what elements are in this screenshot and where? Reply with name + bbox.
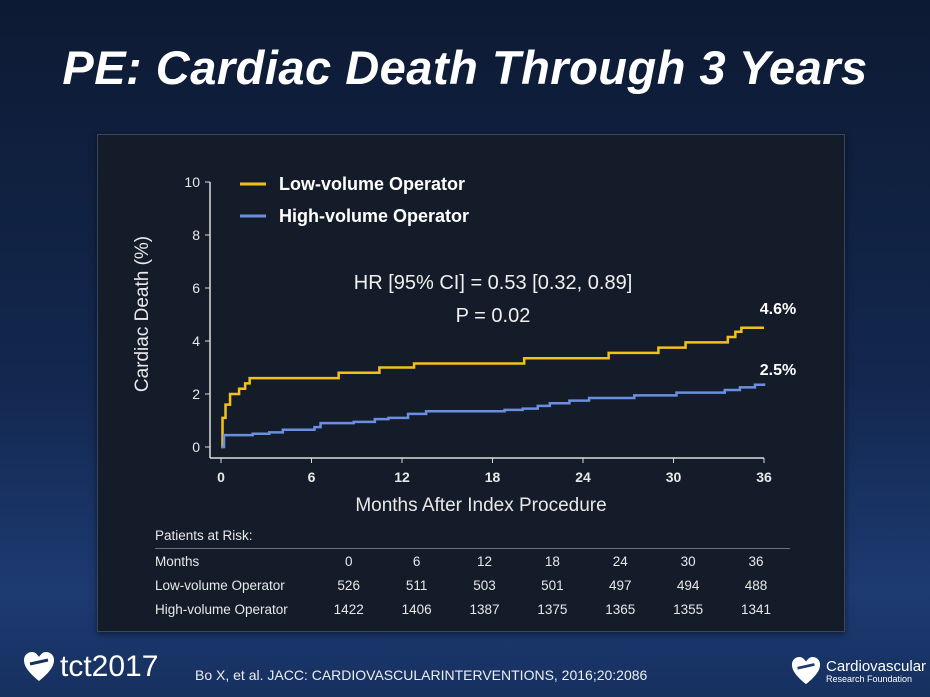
x-tick-label: 36 [756, 469, 772, 485]
series-line-high-volume [221, 383, 766, 449]
risk-cell: 488 [744, 577, 768, 593]
risk-cell: High-volume Operator [155, 601, 288, 617]
y-tick-label: 10 [184, 174, 200, 190]
x-axis-label: Months After Index Procedure [355, 495, 606, 516]
crf-logo-line2: Research Foundation [826, 673, 913, 684]
risk-cell: 18 [544, 553, 560, 569]
risk-table-divider [155, 548, 790, 549]
risk-cell: 30 [680, 553, 696, 569]
risk-cell: Months [155, 553, 200, 569]
end-label-high: 2.5% [760, 362, 796, 379]
risk-cell: 0 [344, 553, 353, 569]
risk-cell: 1422 [333, 601, 364, 617]
slide-title: PE: Cardiac Death Through 3 Years [62, 41, 868, 94]
risk-cell: 1387 [469, 601, 500, 617]
heart-logo-icon [24, 652, 54, 681]
end-label-low: 4.6% [760, 301, 796, 318]
crf-logo: Cardiovascular Research Foundation [790, 656, 926, 686]
risk-cell: 501 [541, 577, 564, 593]
risk-cell: 36 [748, 553, 764, 569]
risk-cell: 503 [473, 577, 496, 593]
risk-header-row: Months 0 6 12 18 24 30 36 [155, 549, 790, 573]
risk-cell: 497 [608, 577, 632, 593]
legend-label-low: Low-volume Operator [279, 174, 465, 194]
risk-table-title: Patients at Risk: [155, 528, 253, 543]
risk-cell: 1355 [673, 601, 704, 617]
risk-cell: 6 [412, 553, 421, 569]
p-value-annotation: P = 0.02 [456, 305, 531, 327]
x-tick-label: 24 [575, 469, 591, 485]
x-tick-label: 0 [217, 469, 225, 485]
series-line-low-volume [221, 326, 764, 449]
risk-cell: 24 [612, 553, 628, 569]
risk-cell: 526 [337, 577, 360, 593]
risk-cell: 1341 [741, 601, 772, 617]
risk-row-high: High-volume Operator 1422 1406 1387 1375… [155, 597, 790, 621]
x-tick-label: 18 [485, 469, 501, 485]
y-tick-label: 2 [192, 386, 200, 402]
tct-logo: tct2017 [22, 650, 158, 684]
y-tick-label: 0 [192, 439, 200, 455]
tct-logo-text: tct2017 [60, 650, 159, 683]
hr-annotation: HR [95% CI] = 0.53 [0.32, 0.89] [354, 272, 633, 294]
risk-cell: 494 [676, 577, 700, 593]
citation: Bo X, et al. JACC: CARDIOVASCULARINTERVE… [195, 667, 648, 683]
risk-table: Patients at Risk: Months 0 6 12 18 24 30… [155, 528, 790, 621]
y-tick-label: 8 [192, 227, 200, 243]
y-axis-label: Cardiac Death (%) [132, 236, 153, 392]
risk-cell: Low-volume Operator [155, 577, 285, 593]
risk-cell: 12 [476, 553, 492, 569]
x-tick-label: 30 [666, 469, 682, 485]
y-tick-label: 4 [192, 333, 200, 349]
risk-cell: 1375 [537, 601, 568, 617]
x-tick-label: 6 [308, 469, 316, 485]
risk-cell: 511 [405, 577, 428, 593]
risk-cell: 1365 [605, 601, 636, 617]
x-tick-label: 12 [394, 469, 410, 485]
legend-label-high: High-volume Operator [279, 206, 469, 226]
crf-logo-line1: Cardiovascular [826, 657, 927, 675]
y-tick-label: 6 [192, 280, 200, 296]
risk-cell: 1406 [401, 601, 432, 617]
chart-panel [97, 134, 845, 632]
heart-logo-icon [791, 656, 821, 685]
risk-row-low: Low-volume Operator 526 511 503 501 497 … [155, 573, 790, 597]
